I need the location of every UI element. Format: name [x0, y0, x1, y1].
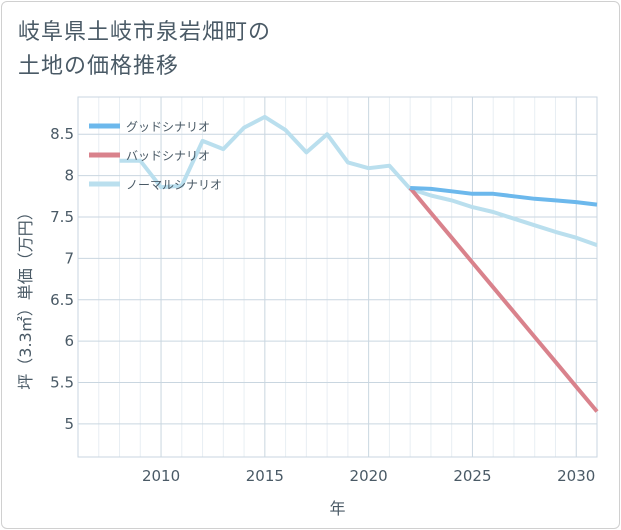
y-tick-label: 5.5: [50, 374, 74, 392]
x-tick-label: 2030: [557, 467, 595, 485]
chart-title-line2: 土地の価格推移: [18, 54, 180, 79]
y-tick-label: 7.5: [50, 208, 74, 226]
series-lines: [119, 114, 599, 413]
y-tick-label: 5: [64, 415, 74, 433]
y-axis-label: 坪（3.3㎡）単価（万円）: [16, 204, 35, 389]
series-line-0: [410, 186, 598, 207]
legend-label: グッドシナリオ: [126, 120, 210, 134]
y-tick-label: 8: [64, 167, 74, 185]
series-line-1: [408, 186, 599, 413]
legend-label: バッドシナリオ: [126, 149, 210, 163]
y-tick-label: 8.5: [50, 125, 74, 143]
x-tick-label: 2020: [350, 467, 388, 485]
tick-labels: 2010 2015 2020 2025 2030 5 5.5 6 6.5 7 7.5 8 8.5: [50, 125, 595, 485]
x-axis-label: 年: [329, 499, 345, 518]
legend-label: ノーマルシナリオ: [126, 178, 222, 192]
chart-title-line1: 岐阜県土岐市泉岩畑町の: [18, 20, 272, 45]
x-tick-label: 2010: [142, 467, 180, 485]
x-tick-label: 2015: [246, 467, 284, 485]
plot-frame: [77, 96, 598, 458]
series-line-2: [119, 114, 598, 247]
chart-title: 岐阜県土岐市泉岩畑町の 土地の価格推移: [18, 16, 438, 84]
y-tick-label: 6: [64, 332, 74, 350]
y-tick-label: 7: [64, 249, 74, 267]
y-tick-label: 6.5: [50, 291, 74, 309]
x-tick-label: 2025: [453, 467, 491, 485]
plot-border: [77, 96, 598, 458]
